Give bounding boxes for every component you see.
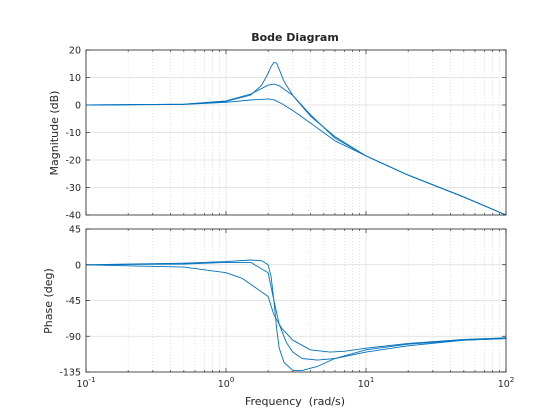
x-tick-label: 101 — [358, 376, 375, 390]
magnitude-y-tick-label: -30 — [65, 183, 81, 194]
phase-y-tick-label: 45 — [69, 225, 81, 236]
magnitude-axes-box — [85, 49, 507, 216]
magnitude-series-line-3 — [85, 98, 507, 216]
x-tick-label: 100 — [218, 376, 235, 390]
magnitude-y-tick-label: 10 — [69, 73, 81, 84]
magnitude-y-tick-label: 0 — [75, 101, 81, 112]
phase-y-tick-label: -45 — [65, 296, 81, 307]
phase-y-tick-label: -135 — [59, 368, 81, 379]
phase-y-tick-label: -90 — [65, 332, 81, 343]
x-tick-label: 10-1 — [76, 376, 95, 390]
chart-title: Bode Diagram — [251, 31, 339, 44]
phase-y-axis-label: Phase (deg) — [42, 268, 55, 334]
magnitude-y-tick-label: -40 — [65, 211, 81, 222]
x-tick-label: 102 — [498, 376, 515, 390]
magnitude-y-axis-label: Magnitude (dB) — [48, 91, 61, 176]
phase-axes-box — [85, 228, 507, 373]
phase-y-tick-label: 0 — [75, 260, 81, 271]
magnitude-y-tick-label: 20 — [69, 46, 81, 57]
x-axis-label: Frequency (rad/s) — [245, 395, 345, 408]
magnitude-y-tick-label: -10 — [65, 128, 81, 139]
phase-series-line-1 — [85, 259, 507, 371]
magnitude-y-tick-label: -20 — [65, 156, 81, 167]
phase-series-line-2 — [85, 261, 507, 361]
phase-series-line-3 — [85, 264, 507, 353]
magnitude-panel: 20 10 0 -10 -20 -30 -40 — [65, 46, 507, 222]
